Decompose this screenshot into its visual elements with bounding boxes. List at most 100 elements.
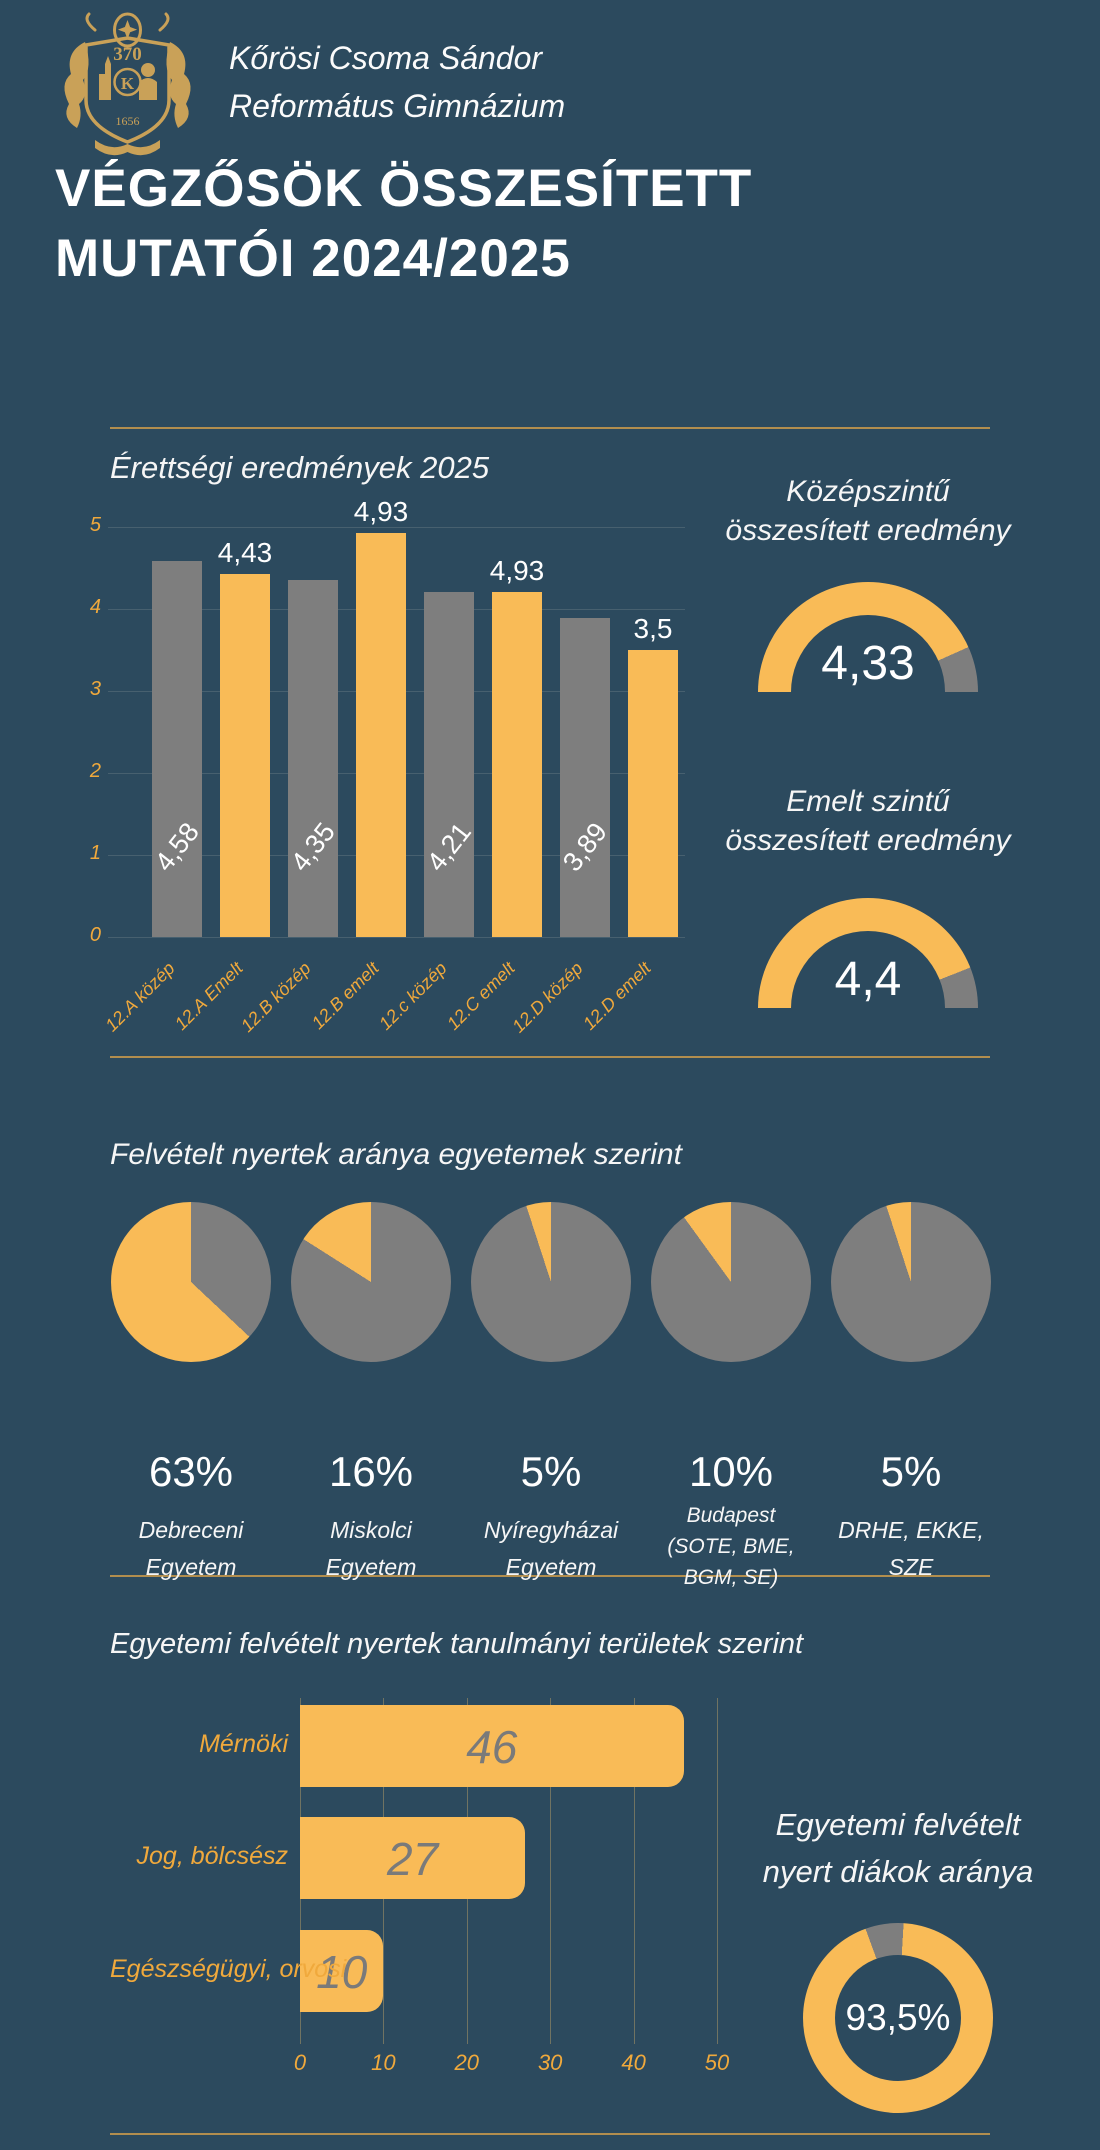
bar-value-label: 4,21: [420, 816, 477, 877]
bar: [424, 591, 474, 937]
bar: [356, 532, 406, 937]
kozepszintu-title-line2: összesített eredmény: [725, 514, 1011, 547]
emelt-gauge-value: 4,4: [834, 953, 902, 1006]
bar: [288, 580, 338, 937]
bar-value-label: 27: [387, 1833, 439, 1885]
pie-percent-label: 10%: [688, 1448, 774, 1495]
pie-name-line: Miskolci: [330, 1517, 412, 1543]
pie-name-line: Egyetem: [325, 1554, 417, 1580]
school-name-line2: Református Gimnázium: [229, 88, 566, 124]
crest-star-icon: [117, 20, 138, 40]
bar-category-label: Egészségügyi, orvosi: [110, 1955, 347, 1983]
y-tick-label: 4: [89, 596, 101, 618]
pie-name-line: DRHE, EKKE,: [838, 1517, 984, 1543]
x-tick-label: 30: [537, 2050, 563, 2075]
pie-percent-label: 5%: [880, 1448, 942, 1495]
pie-percent-label: 5%: [520, 1448, 582, 1495]
divider-1: [110, 427, 990, 429]
school-name-line1: Kőrösi Csoma Sándor: [229, 40, 543, 76]
bar-value-label: 4,93: [489, 554, 545, 586]
bar-category-label: Mérnöki: [199, 1730, 288, 1758]
crest-book-icon: [95, 140, 160, 156]
pie-percent-label: 63%: [148, 1448, 234, 1495]
pie-university-3: [471, 1202, 631, 1362]
pie-name-line: Budapest: [686, 1504, 776, 1527]
donut-title-line1: Egyetemi felvételt: [775, 1807, 1021, 1842]
emelt-gauge: [758, 898, 978, 1008]
logo-k-text: K: [121, 74, 135, 93]
erettsegi-section-title: Érettségi eredmények 2025: [110, 450, 490, 485]
crest-k-circle: [113, 67, 142, 97]
pie-name-line: BGM, SE): [683, 1566, 779, 1589]
bar-value-label: 4,93: [353, 495, 409, 527]
bar: [300, 1817, 526, 1899]
bar-value-label: 4,43: [217, 536, 273, 568]
gridline: [633, 1698, 635, 2044]
kozepszintu-gauge-title: Középszintű összesített eredmény: [648, 472, 1088, 550]
pie-name-line: Nyíregyházai: [483, 1517, 619, 1543]
pie-university-1: [111, 1202, 271, 1362]
admission-donut-value: 93,5%: [845, 1997, 951, 2038]
pie-percent-label: 16%: [328, 1448, 414, 1495]
y-tick-label: 5: [89, 514, 101, 536]
bar-value-label: 3,5: [633, 613, 673, 644]
bar-value-label: 46: [466, 1721, 518, 1773]
bar-value-label: 4,58: [148, 816, 205, 877]
pie-name-line: SZE: [888, 1554, 934, 1580]
crest-tower-icon: [99, 56, 111, 100]
erettsegi-bar-chart: 0 1 2 3 4 5 4,58 12.A közép 4,43 12.A Emelt 4,35 12…: [85, 496, 715, 1065]
bar-value-label: 10: [316, 1946, 368, 1998]
kozepszintu-title-line1: Középszintű: [786, 475, 950, 508]
x-tick-label: 10: [371, 2050, 396, 2075]
crest-mantling: [64, 12, 191, 128]
y-tick-label: 2: [89, 760, 101, 782]
bar: [560, 618, 610, 937]
bar: [300, 1705, 684, 1787]
pie-university-5: [831, 1202, 991, 1362]
pie-university-2: [291, 1202, 451, 1362]
donut-title-line2: nyert diákok aránya: [762, 1854, 1034, 1889]
pies-section-title: Felvételt nyertek aránya egyetemek szeri…: [110, 1138, 682, 1171]
x-tick-label: 20: [454, 2050, 480, 2075]
gridline: [550, 1698, 552, 2044]
pie-name-label: Miskolci Egyetem: [279, 1512, 463, 1586]
divider-2: [110, 1056, 990, 1058]
emelt-title-line1: Emelt szintű: [786, 785, 950, 818]
pie-name-line: Debreceni: [138, 1517, 244, 1543]
logo-1656-text: 1656: [116, 114, 140, 128]
x-tick-label: 40: [621, 2050, 646, 2075]
y-tick-label: 1: [89, 842, 101, 864]
x-tick-label: 0: [293, 2050, 307, 2075]
logo-370-text: 370: [113, 44, 142, 65]
x-tick-label: 50: [704, 2050, 730, 2075]
hbar-section-title: Egyetemi felvételt nyertek tanulmányi te…: [110, 1628, 804, 1660]
y-tick-label: 3: [89, 678, 101, 700]
pie-name-line: Egyetem: [145, 1554, 237, 1580]
pie-name-label: DRHE, EKKE, SZE: [819, 1512, 1003, 1586]
divider-4: [110, 2133, 990, 2135]
school-crest-logo: 370 K 1656: [64, 12, 191, 156]
admission-donut-hole: [835, 1955, 961, 2081]
page-title-line2: MUTATÓI 2024/2025: [55, 229, 571, 288]
pie-name-label: Debreceni Egyetem: [99, 1512, 283, 1586]
page-title-line1: VÉGZŐSÖK ÖSSZESÍTETT: [55, 159, 753, 218]
pie-name-label: Nyíregyházai Egyetem: [459, 1512, 643, 1586]
pie-name-line: Egyetem: [505, 1554, 597, 1580]
kozepszintu-gauge-value: 4,33: [821, 637, 915, 690]
donut-title: Egyetemi felvételt nyert diákok aránya: [648, 1801, 1100, 1895]
emelt-gauge-title: Emelt szintű összesített eredmény: [648, 782, 1088, 860]
kozepszintu-gauge: [758, 582, 978, 692]
bar: [152, 561, 202, 937]
bar-value-label: 4,35: [284, 816, 341, 877]
bar-value-label: 3,89: [556, 816, 613, 877]
gridline: [717, 1698, 718, 2044]
gridline: [108, 527, 685, 528]
crest-figure-body: [139, 78, 157, 100]
fields-hbar-chart: 0 10 20 30 40 50 46 Mérnöki 27 Jog, bölcsész 10 Egé…: [110, 1690, 750, 2090]
y-tick-label: 0: [89, 924, 101, 946]
crest-figure-icon: [141, 63, 155, 77]
crest-shield: [84, 36, 171, 144]
pie-name-label: Budapest (SOTE, BME, BGM, SE): [639, 1500, 823, 1593]
bar: [628, 650, 678, 937]
pie-name-line: (SOTE, BME,: [667, 1535, 795, 1558]
